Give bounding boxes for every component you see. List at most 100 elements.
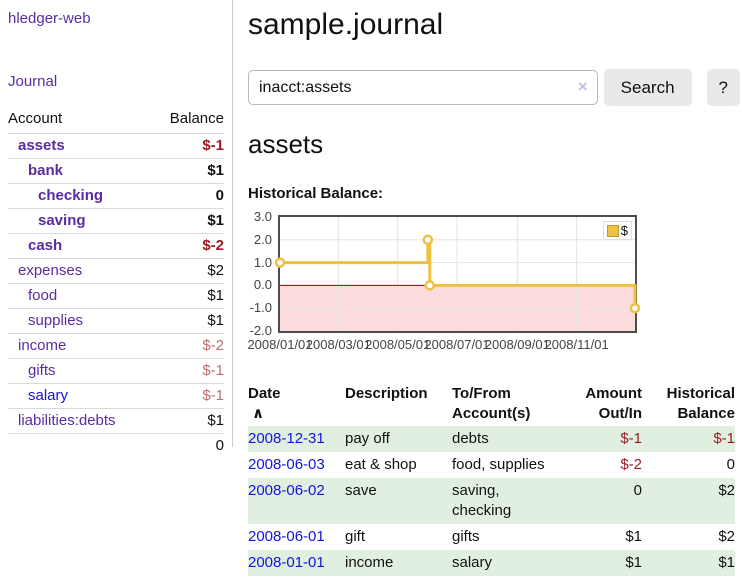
- account-link[interactable]: bank: [28, 162, 64, 179]
- account-balance: $1: [151, 408, 224, 434]
- account-row: expenses $2: [8, 258, 224, 284]
- account-balance: $2: [151, 258, 224, 284]
- account-balance: $1: [151, 308, 224, 334]
- x-tick-label: 2008/07/01: [424, 337, 490, 352]
- chart-legend: $: [602, 221, 632, 240]
- account-row: assets $-1: [8, 133, 224, 159]
- register-table: Date ∧ Description To/From Account(s) Amou…: [248, 382, 735, 576]
- transaction-amount: $-2: [620, 456, 642, 473]
- chart-y-axis-labels: 3.0 2.0 1.0 0.0 -1.0 -2.0: [248, 209, 274, 338]
- column-header-date[interactable]: Date ∧: [248, 382, 345, 426]
- column-header-amount: Amount Out/In: [585, 385, 642, 422]
- column-header-accounts: To/From Account(s): [452, 385, 531, 422]
- account-link[interactable]: supplies: [28, 312, 84, 329]
- transaction-amount: $1: [625, 554, 642, 571]
- y-tick-label: -2.0: [249, 323, 272, 338]
- account-link[interactable]: salary: [28, 387, 69, 404]
- transaction-amount: $1: [625, 528, 642, 545]
- account-link[interactable]: expenses: [18, 262, 83, 279]
- transaction-date-link[interactable]: 2008-06-01: [248, 528, 325, 545]
- transaction-balance: $1: [718, 554, 735, 571]
- account-row: food $1: [8, 283, 224, 309]
- account-balance: $-1: [151, 383, 224, 409]
- account-link[interactable]: checking: [38, 187, 104, 204]
- transaction-accounts: salary: [452, 554, 493, 571]
- account-link[interactable]: income: [18, 337, 67, 354]
- account-row: income $-2: [8, 333, 224, 359]
- search-row: × Search ?: [248, 69, 740, 106]
- transaction-row: 2008-06-01 gift gifts $1 $2: [248, 524, 735, 550]
- account-balance: $1: [151, 208, 224, 234]
- account-row: checking 0: [8, 183, 224, 209]
- account-balance: $-1: [151, 133, 224, 159]
- chart-x-axis-labels: 2008/01/01 2008/03/01 2008/05/01 2008/07/01…: [247, 337, 635, 353]
- account-link[interactable]: saving: [38, 212, 86, 229]
- account-balance: $-2: [151, 333, 224, 359]
- y-tick-label: -1.0: [249, 300, 272, 316]
- transaction-date-link[interactable]: 2008-12-31: [248, 430, 325, 447]
- account-link[interactable]: gifts: [28, 362, 56, 379]
- sort-ascending-icon: ∧: [252, 405, 265, 422]
- transaction-amount: $-1: [620, 430, 642, 447]
- account-link[interactable]: food: [28, 287, 58, 304]
- account-row: salary $-1: [8, 383, 224, 409]
- accounts-total-row: 0: [8, 433, 224, 458]
- app-title-link[interactable]: hledger-web: [8, 10, 91, 27]
- search-button[interactable]: Search: [603, 69, 692, 106]
- transaction-balance: $2: [718, 528, 735, 545]
- search-input[interactable]: [248, 70, 598, 105]
- y-tick-label: 1.0: [253, 254, 272, 270]
- x-tick-label: 2008/11/01: [544, 337, 609, 352]
- transaction-description: eat & shop: [345, 456, 417, 473]
- accounts-column-header: Account: [8, 110, 63, 127]
- account-link[interactable]: assets: [18, 137, 65, 154]
- y-tick-label: 2.0: [253, 231, 272, 247]
- y-tick-label: 0.0: [253, 277, 272, 293]
- total-spacer: [8, 433, 152, 458]
- transaction-balance: 0: [726, 456, 735, 473]
- register-header-row: Date ∧ Description To/From Account(s) Amou…: [248, 382, 735, 426]
- accounts-total-balance: 0: [151, 433, 224, 458]
- account-balance: $1: [151, 283, 224, 309]
- account-link[interactable]: cash: [28, 237, 63, 254]
- transaction-accounts: debts: [452, 430, 489, 447]
- historical-balance-chart: 3.0 2.0 1.0 0.0 -1.0 -2.0 $ 2008/01/01 2008/03…: [247, 209, 668, 357]
- transaction-description: income: [345, 554, 394, 571]
- chart-plot[interactable]: $: [274, 215, 641, 333]
- account-balance: $-2: [151, 233, 224, 259]
- transaction-row: 2008-12-31 pay off debts $-1 $-1: [248, 426, 735, 452]
- account-row: bank $1: [8, 158, 224, 184]
- transaction-accounts: saving, checking: [452, 482, 512, 519]
- column-header-description: Description: [345, 385, 428, 402]
- transaction-accounts: food, supplies: [452, 456, 545, 473]
- account-row: supplies $1: [8, 308, 224, 334]
- account-balance: $1: [151, 158, 224, 184]
- transaction-description: pay off: [345, 430, 390, 447]
- x-tick-label: 2008/09/01: [484, 337, 550, 352]
- account-row: saving $1: [8, 208, 224, 234]
- sidebar-item-journal[interactable]: Journal: [8, 73, 58, 90]
- legend-swatch-icon: [606, 224, 619, 237]
- help-button[interactable]: ?: [706, 69, 740, 106]
- transaction-description: save: [345, 482, 377, 499]
- legend-label: $: [620, 223, 628, 238]
- transaction-date-link[interactable]: 2008-06-02: [248, 482, 325, 499]
- accounts-table: Account Balance assets $-1 bank $1 check…: [8, 108, 224, 458]
- clear-search-icon[interactable]: ×: [577, 77, 588, 96]
- sidebar: hledger-web Journal Account Balance asse…: [0, 0, 233, 458]
- account-balance: 0: [151, 183, 224, 209]
- account-row: liabilities:debts $1: [8, 408, 224, 434]
- balance-column-header: Balance: [169, 110, 224, 127]
- column-header-balance: Historical Balance: [666, 385, 735, 422]
- transaction-row: 2008-06-03 eat & shop food, supplies $-2…: [248, 452, 735, 478]
- transaction-date-link[interactable]: 2008-06-03: [248, 456, 325, 473]
- account-link[interactable]: liabilities:debts: [18, 412, 116, 429]
- transaction-balance: $2: [718, 482, 735, 499]
- x-tick-label: 2008/01/01: [247, 337, 313, 352]
- account-row: cash $-2: [8, 233, 224, 259]
- chart-canvas: [274, 217, 641, 331]
- transaction-date-link[interactable]: 2008-01-01: [248, 554, 325, 571]
- transaction-row: 2008-01-01 income salary $1 $1: [248, 550, 735, 576]
- page-title: sample.journal: [248, 8, 444, 41]
- y-tick-label: 3.0: [253, 209, 272, 224]
